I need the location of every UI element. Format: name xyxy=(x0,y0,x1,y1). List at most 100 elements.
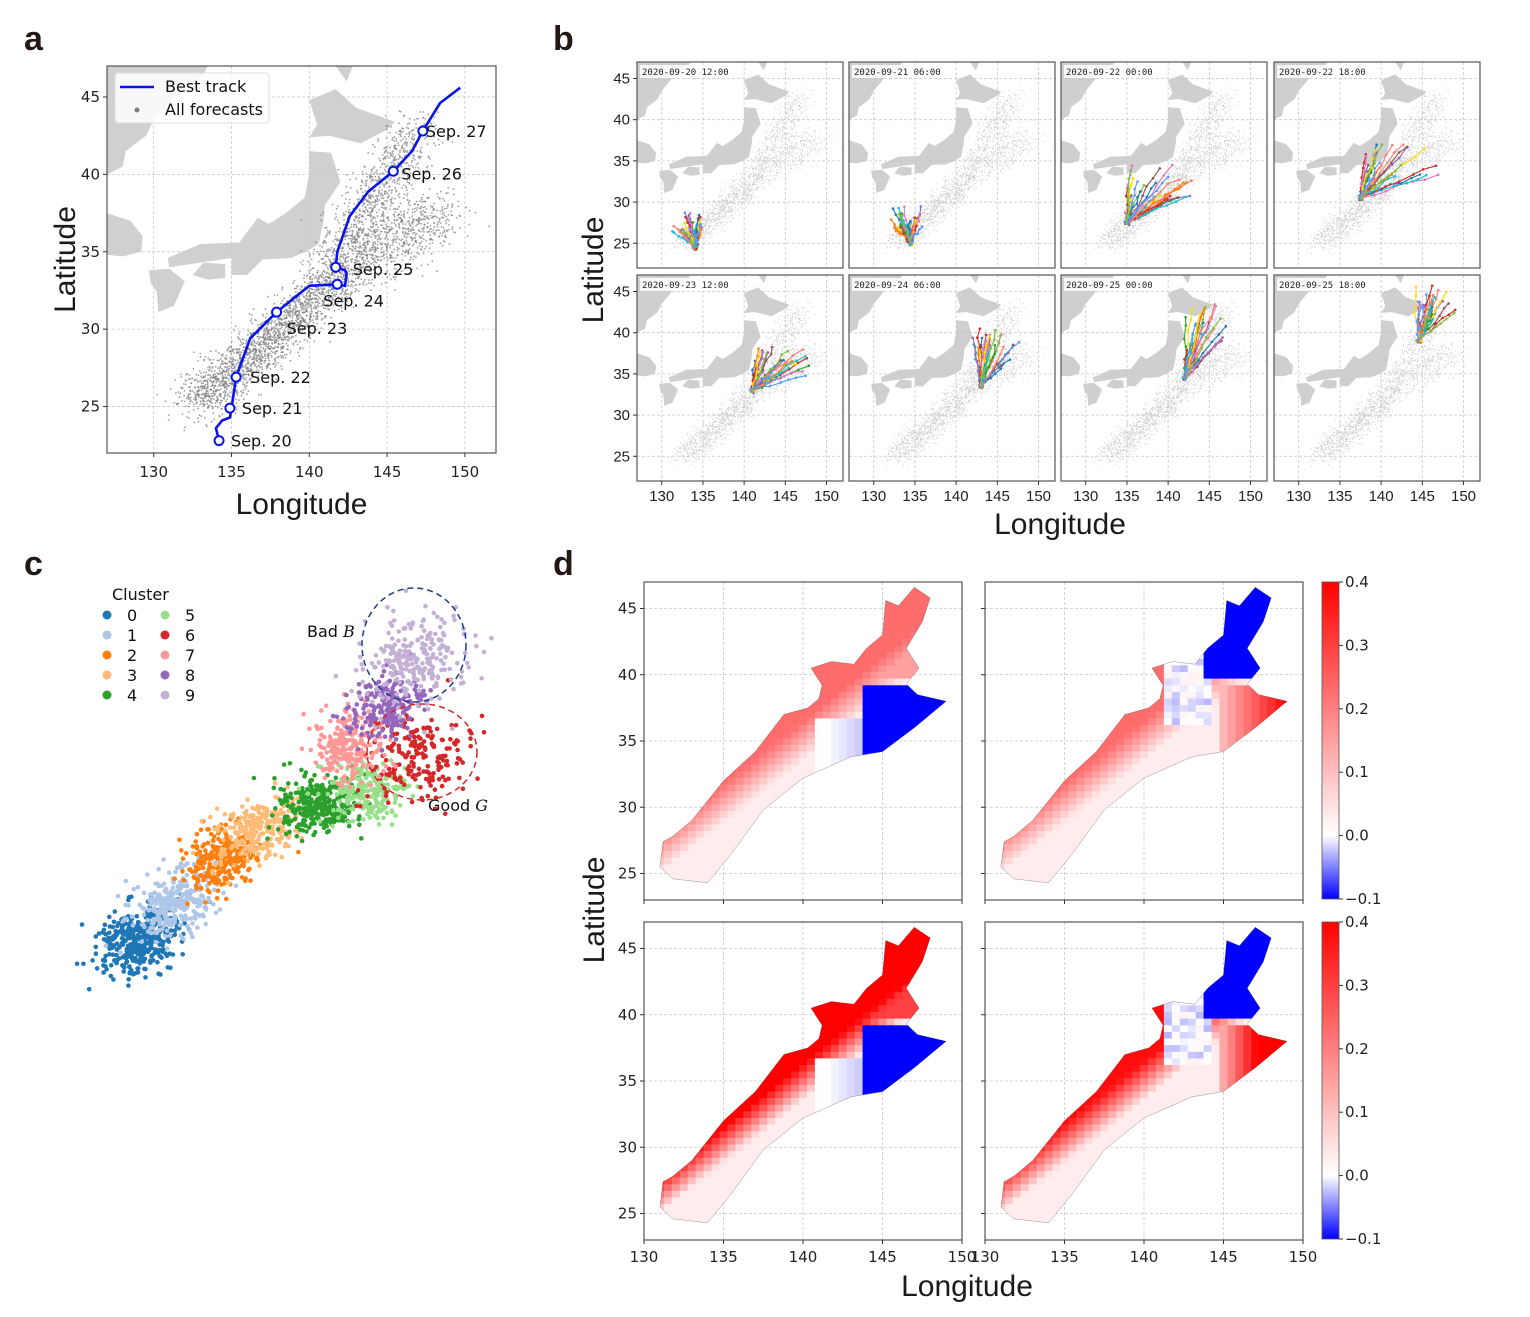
forecast-point xyxy=(345,235,348,238)
forecast-point xyxy=(246,381,249,384)
forecast-point xyxy=(294,287,296,290)
forecast-point xyxy=(366,237,369,240)
forecast-point xyxy=(264,348,267,351)
forecast-point xyxy=(766,145,768,147)
forecast-point xyxy=(331,251,334,254)
forecast-point xyxy=(383,257,386,260)
forecast-point xyxy=(806,144,808,146)
forecast-point xyxy=(425,172,427,174)
forecast-point xyxy=(358,198,360,200)
forecast-point xyxy=(731,210,732,212)
forecast-point xyxy=(793,126,795,128)
forecast-point xyxy=(224,366,226,368)
forecast-point xyxy=(421,218,423,221)
forecast-point xyxy=(339,259,342,262)
forecast-point xyxy=(682,241,684,243)
forecast-point xyxy=(282,331,285,334)
forecast-point xyxy=(342,253,345,256)
forecast-point xyxy=(758,167,760,168)
forecast-point xyxy=(432,239,434,241)
forecast-point xyxy=(413,237,415,239)
forecast-point xyxy=(272,321,275,324)
forecast-point xyxy=(192,408,195,411)
forecast-point xyxy=(316,304,319,306)
forecast-point xyxy=(330,249,332,252)
forecast-point xyxy=(710,221,712,222)
forecast-point xyxy=(381,213,384,215)
forecast-point xyxy=(787,153,789,155)
forecast-point xyxy=(674,245,676,247)
forecast-point xyxy=(465,206,468,209)
forecast-point xyxy=(280,318,283,321)
forecast-point xyxy=(348,209,351,211)
forecast-point xyxy=(325,234,328,237)
forecast-point xyxy=(354,263,357,266)
forecast-point xyxy=(753,162,755,163)
forecast-point xyxy=(371,257,374,260)
forecast-point xyxy=(392,240,395,243)
forecast-point xyxy=(316,298,318,301)
forecast-point xyxy=(421,274,424,277)
forecast-point xyxy=(307,303,310,305)
forecast-point xyxy=(316,250,318,253)
forecast-point xyxy=(370,254,373,257)
forecast-point xyxy=(794,164,795,166)
land-mass xyxy=(192,262,226,280)
forecast-point xyxy=(749,168,750,169)
forecast-point xyxy=(345,198,347,200)
forecast-point xyxy=(799,152,801,154)
forecast-point xyxy=(242,346,245,349)
forecast-point xyxy=(760,171,761,173)
forecast-point xyxy=(200,402,203,405)
forecast-point xyxy=(331,287,333,289)
forecast-point xyxy=(242,383,245,386)
forecast-point xyxy=(382,197,385,200)
forecast-point xyxy=(741,204,742,206)
forecast-point xyxy=(388,195,391,198)
forecast-point xyxy=(780,166,781,168)
forecast-point xyxy=(422,200,425,203)
forecast-point xyxy=(303,277,305,280)
forecast-point xyxy=(361,173,364,176)
forecast-point xyxy=(398,122,400,125)
forecast-point xyxy=(341,310,343,313)
forecast-point xyxy=(762,142,764,144)
forecast-point xyxy=(436,223,439,226)
forecast-point xyxy=(775,164,777,166)
forecast-point xyxy=(296,285,298,287)
forecast-point xyxy=(796,132,798,134)
forecast-point xyxy=(205,371,208,374)
forecast-point xyxy=(249,355,252,357)
forecast-point xyxy=(227,372,230,374)
forecast-point xyxy=(795,161,797,163)
forecast-point xyxy=(404,251,406,254)
forecast-point xyxy=(368,261,371,263)
forecast-point xyxy=(783,146,785,148)
forecast-point xyxy=(797,148,798,150)
forecast-point xyxy=(181,413,184,415)
forecast-point xyxy=(237,351,240,354)
forecast-point xyxy=(807,97,808,99)
forecast-point xyxy=(805,107,807,108)
forecast-point xyxy=(324,279,327,281)
forecast-point xyxy=(259,360,262,362)
forecast-point xyxy=(266,324,269,326)
forecast-point xyxy=(292,344,295,346)
forecast-point xyxy=(797,164,799,165)
forecast-point xyxy=(376,215,379,218)
forecast-point xyxy=(334,243,337,246)
forecast-point xyxy=(808,160,809,162)
forecast-point xyxy=(318,253,321,256)
forecast-point xyxy=(426,197,429,200)
forecast-point xyxy=(373,190,376,192)
forecast-point xyxy=(444,235,446,238)
forecast-point xyxy=(758,162,760,164)
forecast-point xyxy=(720,206,722,208)
forecast-point xyxy=(310,275,312,278)
forecast-point xyxy=(257,343,259,345)
forecast-point xyxy=(735,203,736,204)
forecast-point xyxy=(189,393,192,395)
forecast-point xyxy=(712,218,714,220)
forecast-point xyxy=(784,159,786,160)
forecast-point xyxy=(422,209,425,212)
